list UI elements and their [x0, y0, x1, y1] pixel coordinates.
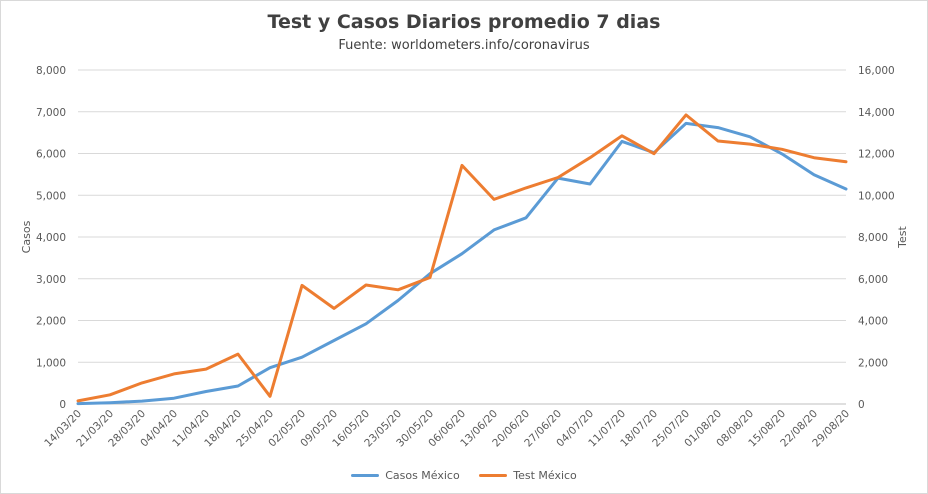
- chart-subtitle: Fuente: worldometers.info/coronavirus: [338, 38, 590, 53]
- y-right-tick-label: 0: [858, 399, 865, 411]
- y-axis-left-ticks: 0 1,000 2,000 3,000 4,000 5,000 6,000 7,000 8,00…: [36, 65, 66, 411]
- y-right-tick-label: 2,000: [858, 357, 888, 369]
- y-left-tick-label: 4,000: [36, 232, 66, 244]
- y-right-tick-label: 6,000: [858, 274, 888, 286]
- y-right-tick-label: 4,000: [858, 316, 888, 328]
- legend-swatch-casos: [351, 474, 380, 477]
- y-right-tick-label: 12,000: [858, 149, 895, 161]
- legend: Casos México Test México: [0, 467, 928, 482]
- y-right-tick-label: 10,000: [858, 190, 895, 202]
- x-axis-ticks: 14/03/2021/03/2028/03/2004/04/2011/04/20…: [42, 408, 852, 450]
- y-left-tick-label: 3,000: [36, 274, 66, 286]
- y-left-tick-label: 8,000: [36, 65, 66, 77]
- legend-label-casos: Casos México: [385, 469, 460, 482]
- y-left-tick-label: 7,000: [36, 107, 66, 119]
- y-right-tick-label: 14,000: [858, 107, 895, 119]
- y-axis-right-ticks: 0 2,000 4,000 6,000 8,000 10,000 12,000 14,000 1…: [858, 65, 895, 411]
- y-left-tick-label: 0: [59, 399, 66, 411]
- series-lines: [76, 113, 848, 406]
- legend-item-casos: Casos México: [351, 469, 460, 482]
- gridlines: [78, 69, 846, 405]
- series-line-casos: [76, 121, 848, 406]
- y-left-tick-label: 6,000: [36, 149, 66, 161]
- y-left-tick-label: 2,000: [36, 316, 66, 328]
- y-axis-left-title: Casos: [20, 220, 33, 253]
- legend-swatch-test: [479, 474, 508, 477]
- y-right-tick-label: 8,000: [858, 232, 888, 244]
- legend-item-test: Test México: [479, 469, 577, 482]
- y-right-tick-label: 16,000: [858, 65, 895, 77]
- series-line-test: [76, 113, 848, 403]
- y-left-tick-label: 1,000: [36, 357, 66, 369]
- y-axis-right-title: Test: [896, 225, 909, 248]
- legend-label-test: Test México: [513, 469, 577, 482]
- chart-title: Test y Casos Diarios promedio 7 dias: [267, 11, 661, 33]
- y-left-tick-label: 5,000: [36, 190, 66, 202]
